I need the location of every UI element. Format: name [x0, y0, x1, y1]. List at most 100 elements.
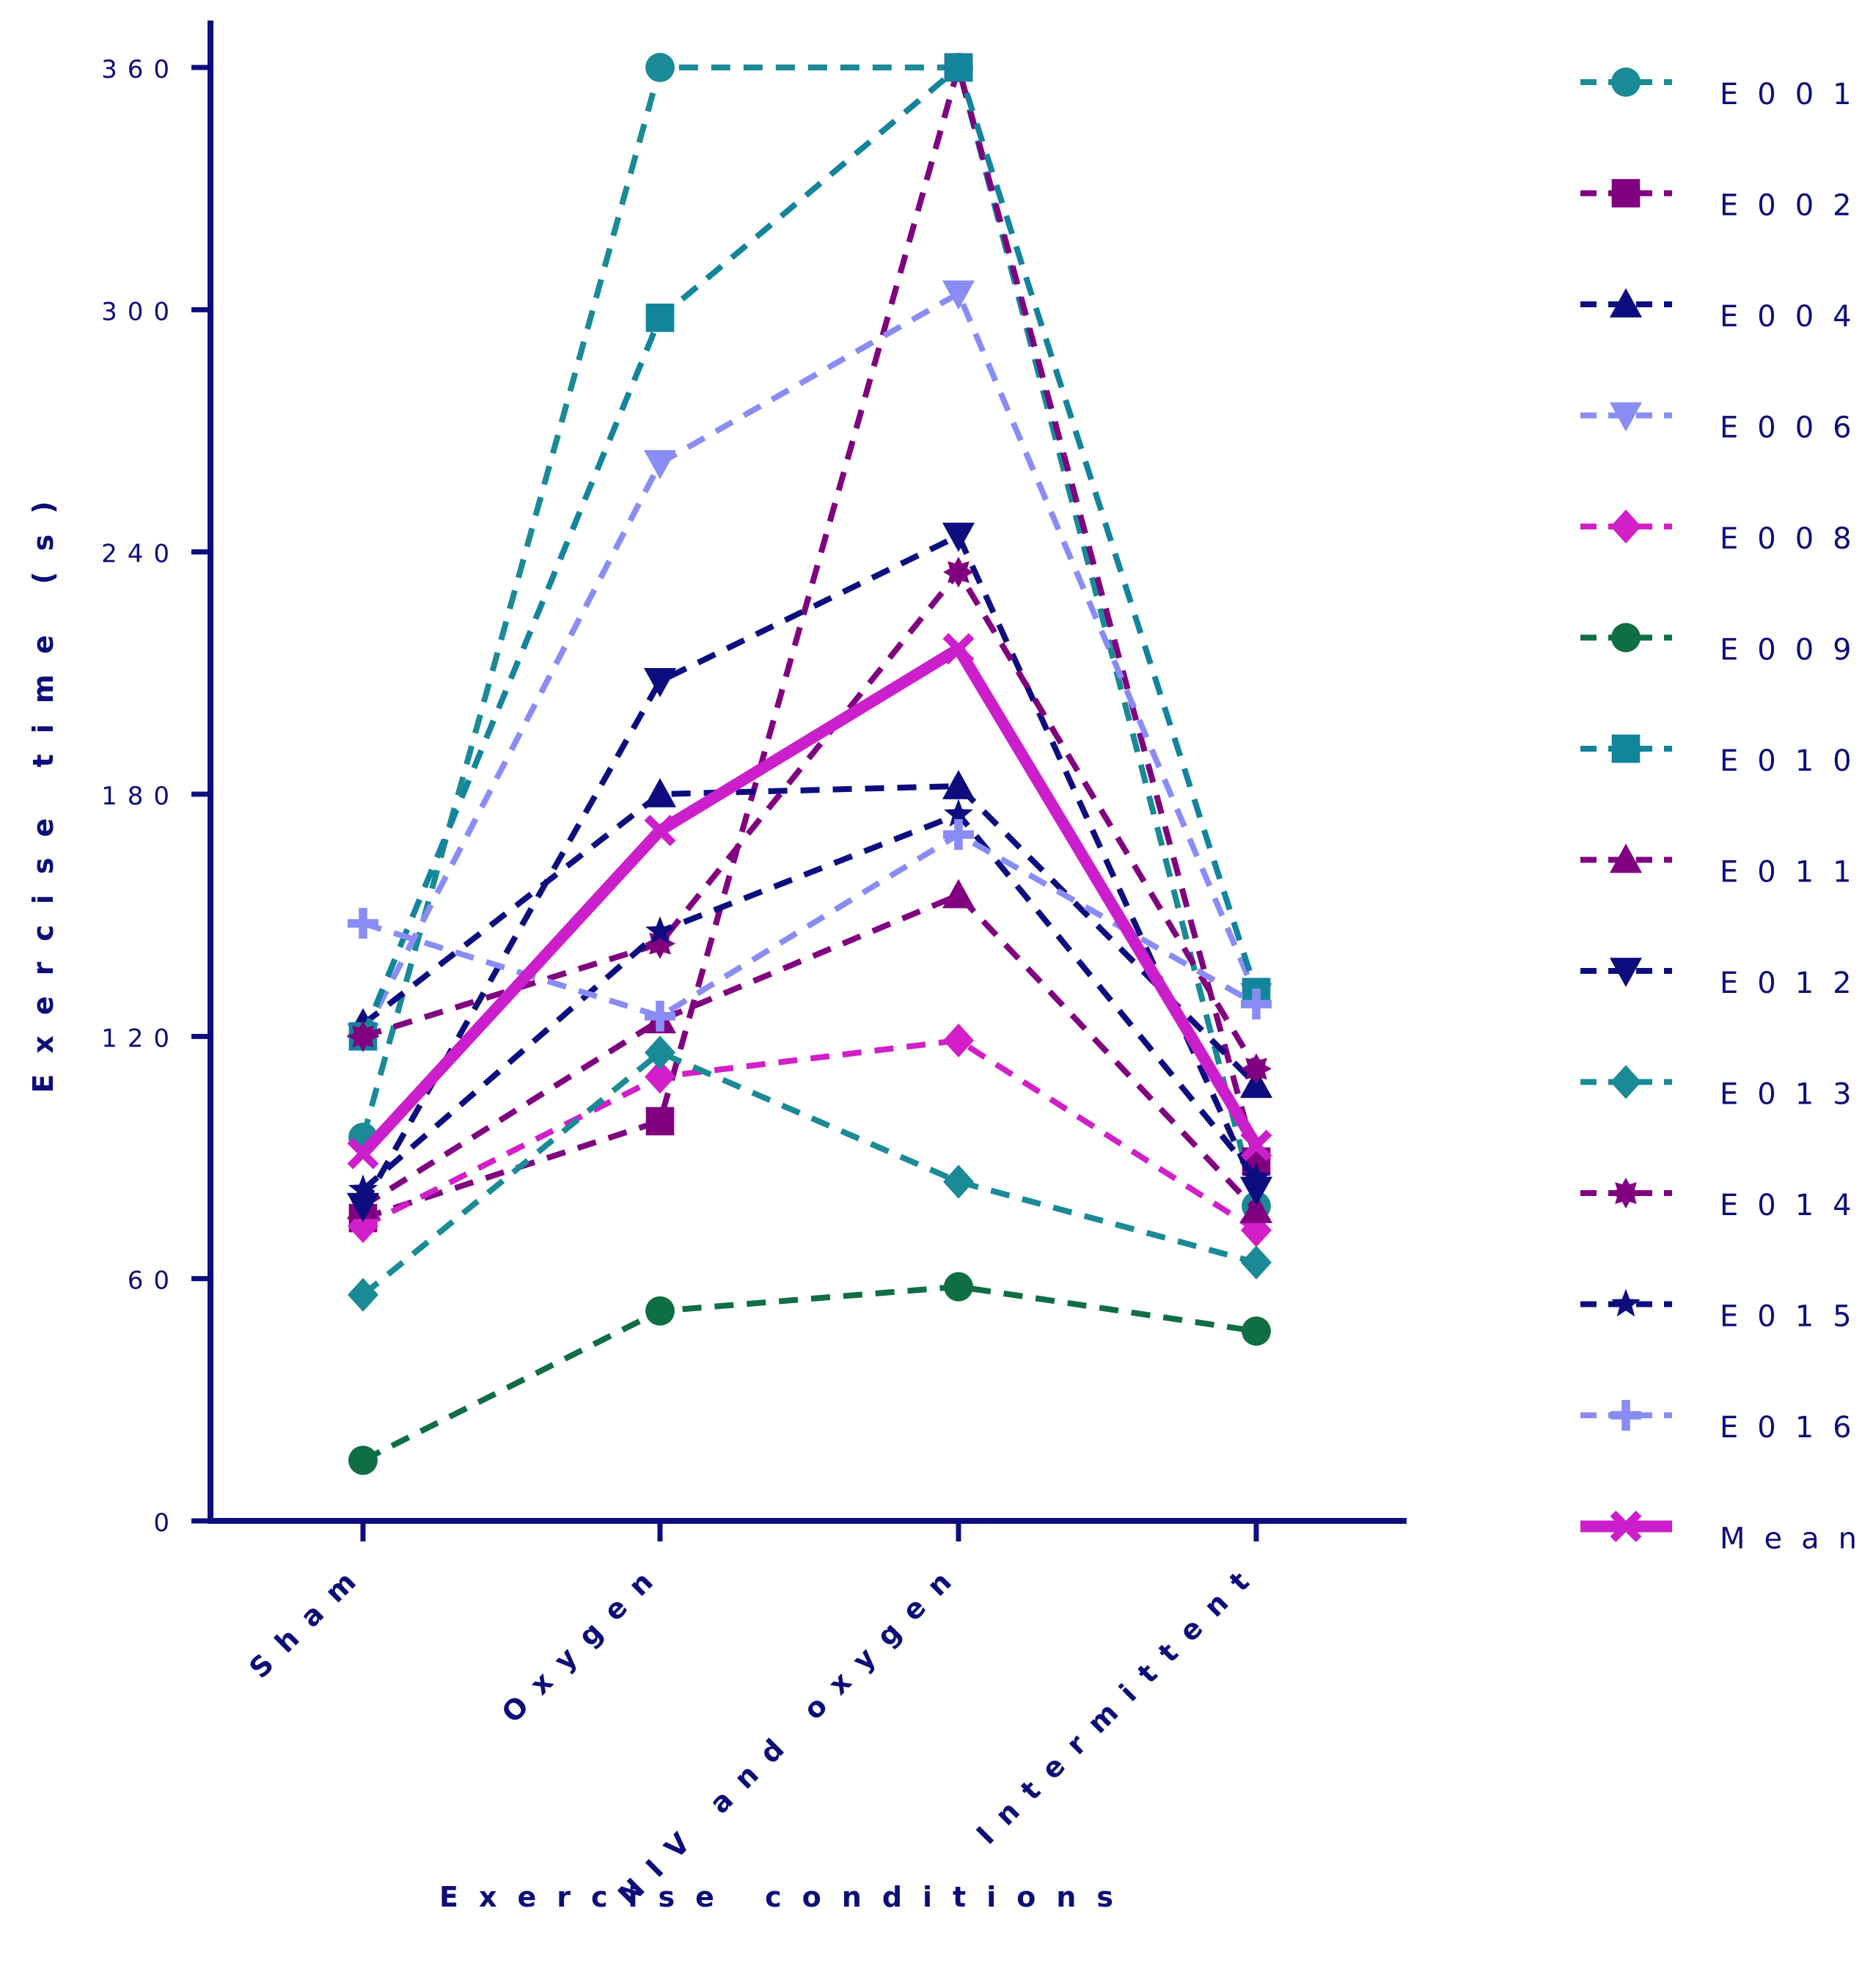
- legend-item-e016: E016: [1580, 1400, 1871, 1445]
- series-line-e012: [360, 532, 1259, 1208]
- point-e010-1: [645, 304, 675, 332]
- legend-item-e012: E012: [1580, 958, 1871, 1000]
- series-e010: [348, 53, 1271, 1051]
- legend-marker: [1611, 67, 1641, 97]
- legend-item-e010: E010: [1580, 734, 1871, 778]
- x-axis-title: Exercise conditions: [439, 1881, 1134, 1913]
- legend-item-mean: Mean: [1580, 1511, 1873, 1556]
- y-axis-title: Exercise time (s): [27, 480, 59, 1093]
- series-e008: [348, 1023, 1272, 1247]
- legend-item-e015: E015: [1580, 1288, 1871, 1334]
- legend-marker: [1610, 1178, 1641, 1208]
- point-mean-0: [347, 1137, 379, 1170]
- point-e013-3: [1241, 1245, 1272, 1280]
- x-tick-label: NIV and oxygen: [612, 1554, 969, 1911]
- series-e013: [348, 1035, 1272, 1312]
- point-e013-2: [943, 1164, 974, 1199]
- legend-label: E012: [1720, 967, 1871, 1000]
- point-e004-2: [942, 769, 975, 799]
- point-e001-1: [645, 53, 675, 82]
- point-e015-3: [1242, 1162, 1271, 1190]
- legend-marker: [1610, 1400, 1641, 1431]
- y-tick-label: 360: [101, 55, 180, 84]
- x-tick-label: Oxygen: [496, 1554, 671, 1729]
- point-e008-2: [943, 1023, 974, 1057]
- legend-marker: [1609, 843, 1643, 873]
- series-line-e004: [361, 782, 1258, 1087]
- point-e014-3: [1241, 1053, 1272, 1085]
- point-e016-1: [645, 1000, 675, 1032]
- series-e016: [348, 819, 1272, 1032]
- legend-label: E008: [1720, 522, 1871, 556]
- series-line-e008: [362, 1037, 1258, 1233]
- point-e014-0: [348, 1021, 378, 1052]
- legend-item-e014: E014: [1580, 1178, 1871, 1222]
- legend-marker: [1610, 1511, 1642, 1542]
- series-e002: [348, 53, 1271, 1233]
- legend-label: E006: [1720, 411, 1871, 445]
- series-layer: [346, 53, 1273, 1475]
- y-tick-label: 300: [101, 297, 180, 326]
- legend-item-e004: E004: [1580, 287, 1871, 334]
- legend-label: E004: [1720, 300, 1871, 334]
- legend-marker: [1611, 1288, 1641, 1317]
- legend-marker: [1610, 1065, 1641, 1099]
- point-e014-2: [943, 557, 974, 588]
- legend-marker: [1610, 509, 1641, 544]
- legend-marker: [1609, 958, 1643, 988]
- legend-item-e009: E009: [1580, 623, 1852, 667]
- series-line-e002: [362, 65, 1259, 1221]
- x-tick-label: Intermittent: [970, 1554, 1267, 1850]
- y-tick-label: 0: [153, 1508, 180, 1538]
- legend: E001 E002 E004 E006 E008 E009 E010 E011 E012 E013…: [1580, 67, 1873, 1556]
- legend-label: Mean: [1720, 1522, 1873, 1556]
- legend-label: E014: [1720, 1189, 1871, 1222]
- point-e013-1: [645, 1035, 675, 1070]
- series-line-e010: [360, 65, 1259, 1038]
- point-e015-2: [944, 799, 973, 827]
- series-line-e016: [362, 832, 1258, 1019]
- legend-marker: [1609, 287, 1643, 318]
- legend-item-e011: E011: [1580, 843, 1871, 890]
- point-e002-1: [645, 1107, 675, 1136]
- point-e016-2: [943, 819, 974, 851]
- legend-label: E010: [1720, 744, 1871, 778]
- point-e009-0: [348, 1445, 378, 1475]
- y-tick-label: 240: [101, 540, 180, 569]
- legend-marker: [1611, 623, 1641, 653]
- point-e016-3: [1241, 989, 1272, 1020]
- series-e015: [348, 799, 1271, 1203]
- legend-label: E011: [1720, 856, 1871, 890]
- point-e004-1: [643, 777, 677, 807]
- series-line-e014: [362, 569, 1259, 1071]
- legend-item-e001: E001: [1580, 67, 1852, 111]
- series-line-e011: [361, 892, 1258, 1212]
- series-line-e006: [360, 290, 1259, 1038]
- series-mean: [347, 633, 1272, 1170]
- point-e016-0: [348, 908, 378, 939]
- point-e012-3: [1239, 1176, 1273, 1206]
- legend-marker: [1609, 402, 1643, 432]
- series-line-e015: [361, 811, 1259, 1192]
- legend-label: E015: [1720, 1300, 1871, 1334]
- y-tick-label: 120: [101, 1024, 180, 1053]
- point-e006-2: [942, 280, 975, 310]
- point-e013-0: [348, 1277, 378, 1312]
- series-e009: [348, 1272, 1271, 1475]
- point-e014-1: [645, 928, 675, 959]
- point-e009-3: [1242, 1316, 1271, 1346]
- point-e015-1: [645, 916, 675, 945]
- legend-label: E013: [1720, 1078, 1871, 1112]
- legend-label: E016: [1720, 1411, 1871, 1445]
- legend-label: E002: [1720, 189, 1871, 223]
- legend-marker: [1611, 179, 1641, 208]
- point-mean-2: [942, 633, 975, 665]
- point-e011-3: [1239, 1194, 1273, 1223]
- point-mean-1: [644, 815, 676, 847]
- series-e014: [348, 557, 1272, 1085]
- point-e006-1: [643, 450, 677, 480]
- point-mean-3: [1240, 1129, 1272, 1162]
- point-e015-0: [348, 1174, 378, 1203]
